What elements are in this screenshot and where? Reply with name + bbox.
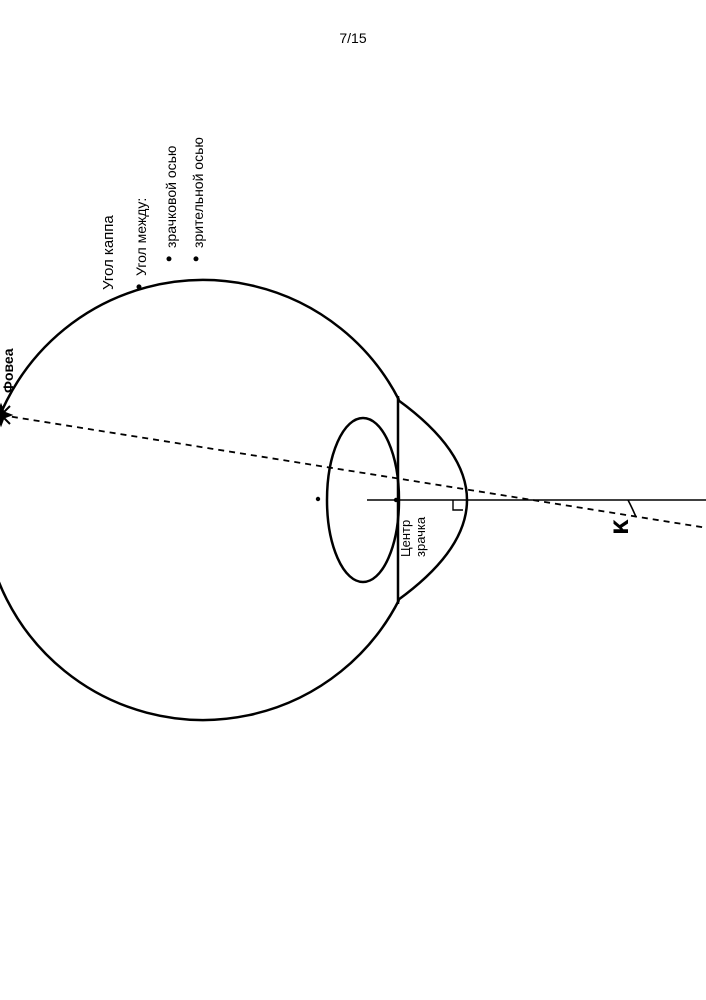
kappa-arc <box>628 500 636 517</box>
fovea-marker <box>0 404 12 426</box>
fovea-label: Фовеа <box>0 348 16 393</box>
nodal-point <box>316 497 320 501</box>
pupil-center-label-1: Центр <box>398 520 413 557</box>
eyeball-outline <box>0 280 399 720</box>
kappa-symbol: κ <box>603 519 634 535</box>
pupil-center-label-2: зрачка <box>413 516 428 557</box>
visual-axis <box>1 415 706 538</box>
perpendicular-marker <box>453 500 463 510</box>
eye-diagram-svg: κ Фовеа Центр зрачка Точка фиксации ФИГ.… <box>0 0 706 1000</box>
